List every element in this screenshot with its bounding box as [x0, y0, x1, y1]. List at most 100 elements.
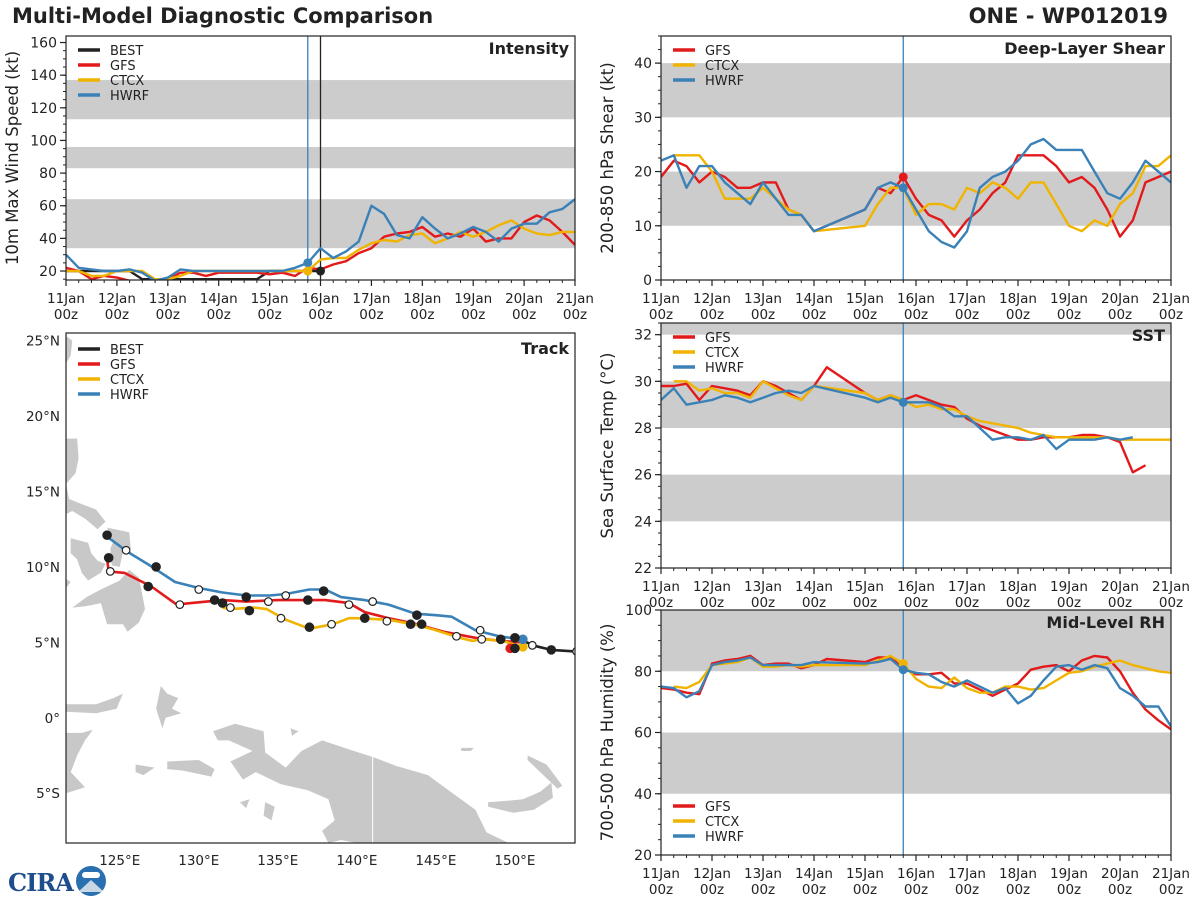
marker-hwrf [303, 258, 313, 268]
x-tick-label-time: 00z [207, 307, 231, 323]
x-tick-label: 18Jan [999, 579, 1037, 595]
track-point-00z [510, 632, 520, 643]
x-tick-label-time: 00z [359, 307, 383, 323]
track-point-12z [105, 567, 115, 576]
legend-label-hwrf: HWRF [705, 74, 744, 89]
marker-hwrf [898, 397, 908, 407]
panel-title: SST [1132, 326, 1165, 345]
cira-logo: CIRA [4, 866, 106, 898]
x-tick-label-time: 00z [1108, 307, 1132, 323]
y-tick-label: 40 [634, 56, 652, 72]
track-point-00z [241, 592, 252, 602]
track-point-00z [495, 634, 506, 645]
lat-tick-label: 10°N [26, 560, 60, 576]
y-tick-label: 0 [643, 273, 652, 289]
x-tick-label-time: 00z [1108, 595, 1132, 611]
legend-label-gfs: GFS [705, 800, 731, 815]
lon-tick-label: 150°E [494, 853, 535, 869]
track-point-00z [304, 622, 315, 633]
legend-label-ctcx: CTCX [705, 59, 739, 74]
x-tick-label: 14Jan [795, 866, 833, 882]
x-tick-label-time: 00z [649, 595, 673, 611]
x-tick-label: 13Jan [744, 579, 782, 595]
legend-label-hwrf: HWRF [705, 361, 744, 376]
x-tick-label-time: 00z [751, 882, 775, 898]
shaded-band [661, 474, 1171, 522]
x-tick-label: 20Jan [1101, 866, 1139, 882]
x-tick-label: 13Jan [744, 866, 782, 882]
lat-tick-label: 5°S [36, 786, 60, 802]
series-line-ctcx [673, 154, 1171, 233]
plot-area-intensity [66, 36, 575, 280]
track-point-00z [405, 619, 416, 630]
x-tick-label-time: 00z [1159, 307, 1183, 323]
y-tick-label: 100 [30, 133, 57, 149]
legend-label-best: BEST [110, 343, 143, 358]
track-point-12z [225, 603, 235, 613]
x-tick-label-time: 00z [853, 307, 877, 323]
y-axis-label: Sea Surface Temp (°C) [598, 353, 617, 539]
x-tick-label-time: 00z [955, 307, 979, 323]
x-tick-label-time: 00z [563, 307, 587, 323]
x-tick-label-time: 00z [904, 307, 928, 323]
marker-ctcx [303, 266, 313, 276]
x-tick-label: 15Jan [251, 291, 289, 307]
x-tick-label-time: 00z [802, 307, 826, 323]
x-tick-label: 20Jan [1101, 291, 1139, 307]
y-tick-label: 80 [39, 166, 57, 182]
x-tick-label: 16Jan [897, 579, 935, 595]
y-tick-label: 20 [634, 165, 652, 181]
legend-label-gfs: GFS [110, 358, 136, 373]
track-point-12z [281, 591, 291, 600]
y-axis-label: 700-500 hPa Humidity (%) [598, 624, 617, 842]
x-tick-label-time: 00z [1108, 882, 1132, 898]
marker-gfs [898, 172, 908, 182]
panel-rh: 2040608010011Jan00z12Jan00z13Jan00z14Jan… [598, 603, 1190, 898]
x-tick-label: 21Jan [1152, 291, 1190, 307]
x-tick-label: 11Jan [642, 866, 680, 882]
shaded-band [661, 63, 1171, 118]
series-line-hwrf [661, 137, 1171, 249]
x-tick-label-time: 00z [308, 307, 332, 323]
y-tick-label: 60 [634, 726, 652, 742]
x-tick-label-time: 00z [751, 307, 775, 323]
legend-label-hwrf: HWRF [110, 89, 149, 104]
x-tick-label-time: 00z [54, 307, 78, 323]
legend-label-best: BEST [110, 44, 143, 59]
lon-tick-label: 135°E [257, 853, 298, 869]
y-tick-label: 40 [39, 231, 57, 247]
track-point-00z [209, 595, 220, 605]
x-tick-label: 20Jan [505, 291, 543, 307]
x-tick-label-time: 00z [853, 595, 877, 611]
panel-sst: 22242628303211Jan00z12Jan00z13Jan00z14Ja… [598, 322, 1190, 611]
x-tick-label-time: 00z [1006, 595, 1030, 611]
x-tick-label-time: 00z [904, 882, 928, 898]
legend-label-ctcx: CTCX [705, 815, 739, 830]
x-tick-label-time: 00z [461, 307, 485, 323]
x-tick-label-time: 00z [700, 882, 724, 898]
y-tick-label: 100 [625, 603, 652, 619]
x-tick-label: 12Jan [98, 291, 136, 307]
track-point-12z [382, 616, 392, 626]
x-tick-label-time: 00z [1057, 595, 1081, 611]
track-point-00z [143, 581, 153, 592]
cira-logo-text: CIRA [8, 868, 74, 897]
x-tick-label: 14Jan [795, 291, 833, 307]
track-point-12z [276, 613, 286, 623]
x-tick-label-time: 00z [1057, 307, 1081, 323]
legend-label-gfs: GFS [705, 331, 731, 346]
legend-label-ctcx: CTCX [110, 373, 144, 388]
track-point-00z [416, 619, 427, 630]
track-point-12z [368, 597, 378, 606]
x-tick-label: 17Jan [352, 291, 390, 307]
track-point-12z [477, 634, 487, 644]
x-tick-label-time: 00z [700, 595, 724, 611]
series-line-hwrf [661, 656, 1171, 728]
land-mass [66, 438, 106, 530]
y-tick-label: 20 [634, 848, 652, 864]
track-point-12z [194, 585, 204, 594]
lat-tick-label: 25°N [26, 334, 60, 350]
panel-title: Mid-Level RH [1046, 613, 1165, 632]
